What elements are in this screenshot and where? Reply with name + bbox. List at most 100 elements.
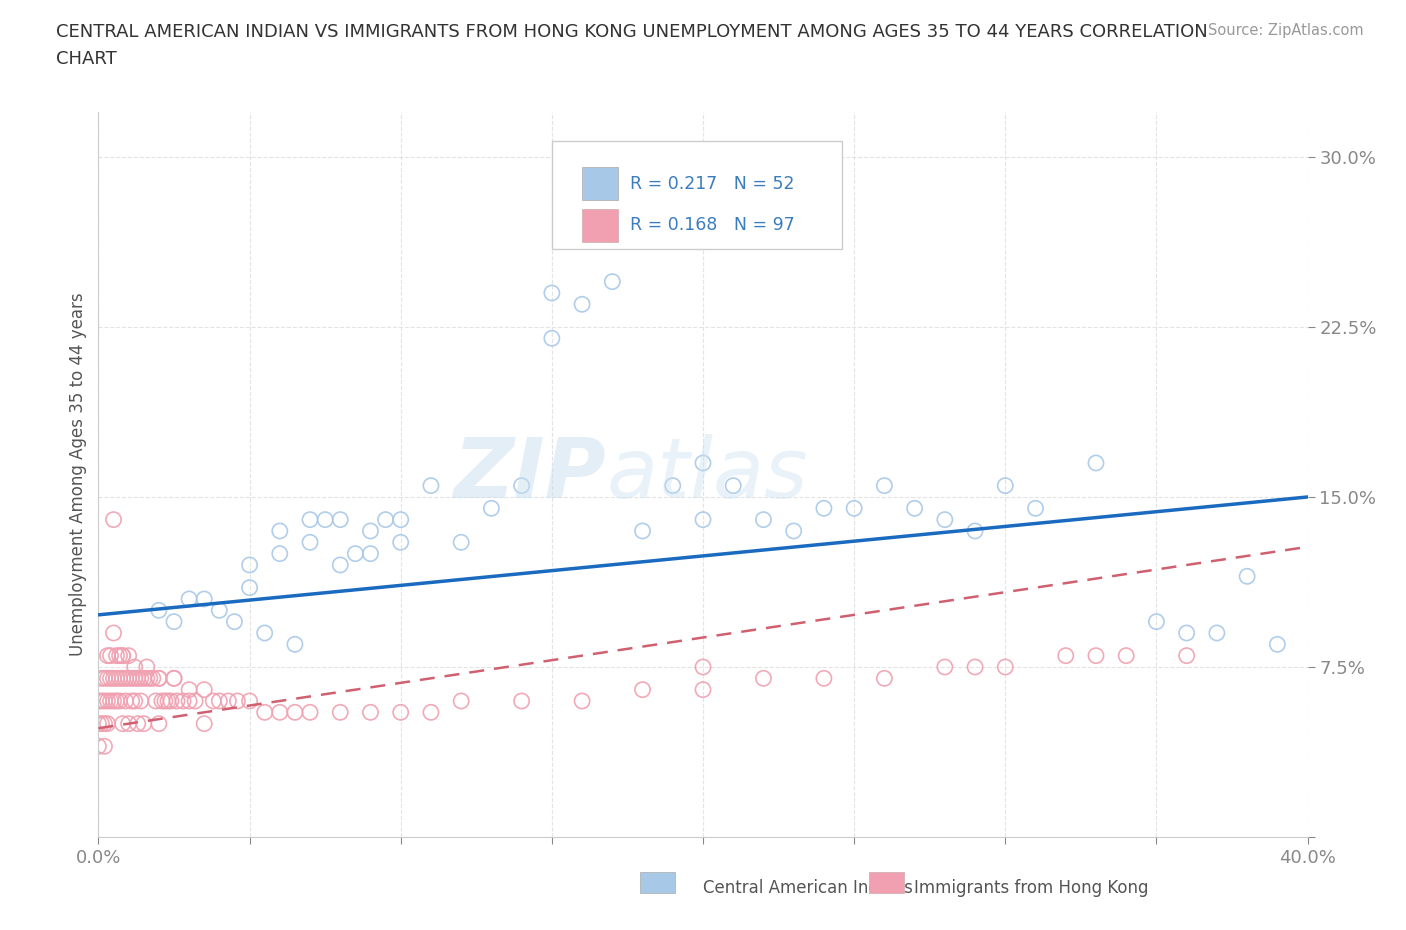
Point xyxy=(179,694,201,709)
Point xyxy=(299,705,322,720)
Point xyxy=(344,546,367,561)
Point xyxy=(994,659,1017,674)
Point xyxy=(108,694,131,709)
Text: Central American Indians: Central American Indians xyxy=(703,879,912,897)
Point xyxy=(127,671,149,685)
Point xyxy=(389,535,412,550)
Point xyxy=(329,558,352,573)
Point xyxy=(111,648,134,663)
Text: Immigrants from Hong Kong: Immigrants from Hong Kong xyxy=(914,879,1149,897)
Point xyxy=(314,512,336,527)
Point xyxy=(100,671,122,685)
Point xyxy=(172,694,194,709)
Point xyxy=(540,331,562,346)
Point xyxy=(148,716,170,731)
Point xyxy=(139,671,162,685)
Point xyxy=(752,671,775,685)
Point xyxy=(1236,569,1258,584)
Point xyxy=(135,659,157,674)
Text: atlas: atlas xyxy=(606,433,808,515)
Point xyxy=(105,648,128,663)
Point xyxy=(389,512,412,527)
Point xyxy=(420,705,443,720)
Point xyxy=(692,456,714,471)
Point xyxy=(114,694,136,709)
Point xyxy=(135,671,157,685)
Point xyxy=(1115,648,1137,663)
Point xyxy=(269,546,291,561)
Point xyxy=(108,671,131,685)
Point xyxy=(329,512,352,527)
Point xyxy=(269,705,291,720)
Point xyxy=(783,524,806,538)
Point xyxy=(692,683,714,698)
Point xyxy=(163,671,186,685)
Point xyxy=(224,614,246,629)
Point xyxy=(111,716,134,731)
Point xyxy=(166,694,188,709)
Point xyxy=(389,705,412,720)
Point xyxy=(934,659,956,674)
Point xyxy=(193,716,215,731)
Point xyxy=(813,501,835,516)
Point xyxy=(193,683,215,698)
Point xyxy=(153,694,176,709)
Point xyxy=(103,671,125,685)
Point xyxy=(148,671,170,685)
Text: CENTRAL AMERICAN INDIAN VS IMMIGRANTS FROM HONG KONG UNEMPLOYMENT AMONG AGES 35 : CENTRAL AMERICAN INDIAN VS IMMIGRANTS FR… xyxy=(56,23,1208,68)
Point xyxy=(93,671,115,685)
Point xyxy=(121,671,143,685)
Point xyxy=(124,659,146,674)
Point xyxy=(129,694,152,709)
Point xyxy=(510,478,533,493)
Point xyxy=(602,274,624,289)
Point xyxy=(752,512,775,527)
Point xyxy=(844,501,866,516)
Point xyxy=(87,694,110,709)
Point xyxy=(208,694,231,709)
Point xyxy=(253,705,276,720)
Point xyxy=(723,478,745,493)
Point xyxy=(217,694,239,709)
Point xyxy=(96,648,118,663)
Point xyxy=(450,535,472,550)
Point xyxy=(93,716,115,731)
Point xyxy=(142,671,165,685)
Point xyxy=(118,648,141,663)
Point xyxy=(661,478,683,493)
Point xyxy=(96,671,118,685)
Point xyxy=(239,694,262,709)
Point xyxy=(1206,626,1229,641)
Point xyxy=(226,694,249,709)
FancyBboxPatch shape xyxy=(551,140,842,249)
Point xyxy=(1054,648,1077,663)
Point xyxy=(208,603,231,618)
Point xyxy=(179,591,201,606)
Point xyxy=(299,512,322,527)
Point xyxy=(124,671,146,685)
Point xyxy=(103,626,125,641)
Point xyxy=(540,286,562,300)
FancyBboxPatch shape xyxy=(582,209,619,242)
Point xyxy=(873,478,896,493)
Point xyxy=(160,694,183,709)
Text: R = 0.217   N = 52: R = 0.217 N = 52 xyxy=(630,175,794,193)
Point xyxy=(93,738,115,753)
Text: R = 0.168   N = 97: R = 0.168 N = 97 xyxy=(630,216,796,234)
Point xyxy=(631,524,654,538)
Y-axis label: Unemployment Among Ages 35 to 44 years: Unemployment Among Ages 35 to 44 years xyxy=(69,293,87,656)
Point xyxy=(114,671,136,685)
Point xyxy=(93,694,115,709)
Point xyxy=(184,694,207,709)
Point xyxy=(1175,648,1198,663)
Point xyxy=(127,716,149,731)
Point xyxy=(1175,626,1198,641)
Point xyxy=(571,297,593,312)
Point xyxy=(1085,456,1108,471)
Bar xyxy=(869,872,904,893)
Point xyxy=(239,580,262,595)
Point xyxy=(90,694,112,709)
Point xyxy=(1267,637,1289,652)
Point xyxy=(284,637,307,652)
Point xyxy=(1085,648,1108,663)
